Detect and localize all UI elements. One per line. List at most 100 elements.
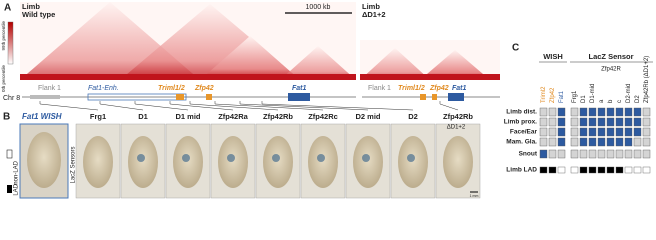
expression-cell bbox=[633, 127, 642, 137]
expression-cell bbox=[633, 107, 642, 117]
map-title: ΔD1+2 bbox=[362, 10, 386, 19]
expression-cell bbox=[588, 149, 597, 159]
embryo bbox=[263, 136, 293, 188]
panel-label: C bbox=[512, 43, 519, 54]
expression-cell bbox=[548, 117, 557, 127]
expression-cell bbox=[579, 137, 588, 147]
expression-cell bbox=[615, 127, 624, 137]
column-label: D1 bbox=[138, 112, 148, 121]
gene-label: Zfp42 bbox=[194, 85, 214, 92]
expression-cell bbox=[570, 107, 579, 117]
column-label: Frg1 bbox=[90, 112, 106, 121]
connector bbox=[99, 101, 144, 111]
connector bbox=[134, 101, 189, 111]
expression-cell bbox=[588, 127, 597, 137]
lad-cell bbox=[597, 166, 606, 174]
connector bbox=[169, 101, 234, 111]
lad-cell bbox=[548, 166, 557, 174]
expression-cell bbox=[539, 149, 548, 159]
lad-cell bbox=[570, 166, 579, 174]
embryo bbox=[353, 136, 383, 188]
lad-cell bbox=[588, 166, 597, 174]
expression-cell bbox=[615, 137, 624, 147]
scale-label: 1000 kb bbox=[306, 4, 331, 11]
row-label: Limb dist. bbox=[506, 109, 537, 116]
expression-cell bbox=[624, 149, 633, 159]
sensors-label: LacZ Sensors bbox=[71, 146, 77, 183]
expression-cell bbox=[624, 117, 633, 127]
expression-cell bbox=[570, 149, 579, 159]
expression-cell bbox=[642, 127, 651, 137]
expression-cell bbox=[579, 127, 588, 137]
row-label: Limb LAD bbox=[506, 167, 537, 174]
gene-label: Triml1/2 bbox=[158, 85, 185, 92]
expression-cell bbox=[597, 107, 606, 117]
expression-cell bbox=[579, 117, 588, 127]
stain bbox=[137, 154, 145, 162]
panel-label: B bbox=[3, 112, 10, 123]
column-label: Zfp42Rc bbox=[308, 112, 338, 121]
hic-map-deletion bbox=[360, 40, 500, 80]
stain bbox=[362, 154, 370, 162]
expression-cell bbox=[642, 117, 651, 127]
deletion-note: ΔD1+2 bbox=[447, 125, 466, 131]
gene bbox=[206, 94, 212, 100]
expression-cell bbox=[597, 149, 606, 159]
column-header: D2-mid bbox=[626, 84, 632, 103]
expression-cell bbox=[642, 107, 651, 117]
expression-cell bbox=[615, 107, 624, 117]
expression-cell bbox=[642, 149, 651, 159]
column-header: Fat1 bbox=[559, 90, 565, 103]
connector bbox=[239, 101, 369, 111]
expression-cell bbox=[557, 107, 566, 117]
gene-label: Triml1/2 bbox=[398, 85, 425, 92]
column-header: Zfp42Rb (ΔD1+2) bbox=[644, 56, 650, 103]
column-header: c bbox=[617, 100, 623, 103]
map-title: Wild type bbox=[22, 10, 55, 19]
expression-cell bbox=[633, 149, 642, 159]
lad-cell bbox=[557, 166, 566, 174]
gene-label: Fat1 bbox=[452, 85, 467, 92]
expression-cell bbox=[588, 107, 597, 117]
group-header: Zfp42R bbox=[601, 67, 621, 73]
figure: A Limb Wild type Limb ΔD1+2 1000 kb 99th… bbox=[1, 2, 653, 199]
expression-cell bbox=[606, 137, 615, 147]
expression-cell bbox=[633, 137, 642, 147]
expression-cell bbox=[588, 117, 597, 127]
non-lad-swatch bbox=[6, 149, 13, 159]
hic-map bbox=[20, 2, 356, 80]
lad-cell bbox=[615, 166, 624, 174]
column-header: Frg1 bbox=[572, 90, 578, 103]
color-scale bbox=[7, 21, 14, 65]
lad-cell bbox=[642, 166, 651, 174]
expression-cell bbox=[548, 137, 557, 147]
gene-label: Fat1-Enh. bbox=[88, 85, 119, 92]
embryo bbox=[218, 136, 248, 188]
connector bbox=[189, 101, 279, 111]
column-label: Zfp42Ra bbox=[218, 112, 248, 121]
legend-label: LAD bbox=[14, 183, 20, 195]
expression-cell bbox=[579, 107, 588, 117]
column-header: a bbox=[599, 99, 605, 103]
expression-cell bbox=[548, 149, 557, 159]
lad-cell bbox=[633, 166, 642, 174]
row-label: Face/Ear bbox=[510, 129, 538, 136]
column-header: D2 bbox=[635, 95, 641, 103]
connector bbox=[39, 101, 99, 111]
embryo bbox=[308, 136, 338, 188]
expression-cell bbox=[539, 127, 548, 137]
expression-cell bbox=[588, 137, 597, 147]
gene-label: Flank 1 bbox=[38, 85, 61, 92]
expression-cell bbox=[633, 117, 642, 127]
lad-cell bbox=[539, 166, 548, 174]
expression-cell bbox=[548, 127, 557, 137]
column-label: D2 bbox=[408, 112, 418, 121]
expression-cell bbox=[539, 137, 548, 147]
gene-label: Zfp42 bbox=[429, 85, 449, 92]
gene bbox=[176, 94, 184, 100]
expression-cell bbox=[624, 107, 633, 117]
column-header: b bbox=[608, 99, 614, 103]
column-label: D1 mid bbox=[175, 112, 200, 121]
enhancer-region bbox=[87, 93, 187, 101]
gene bbox=[420, 94, 426, 100]
